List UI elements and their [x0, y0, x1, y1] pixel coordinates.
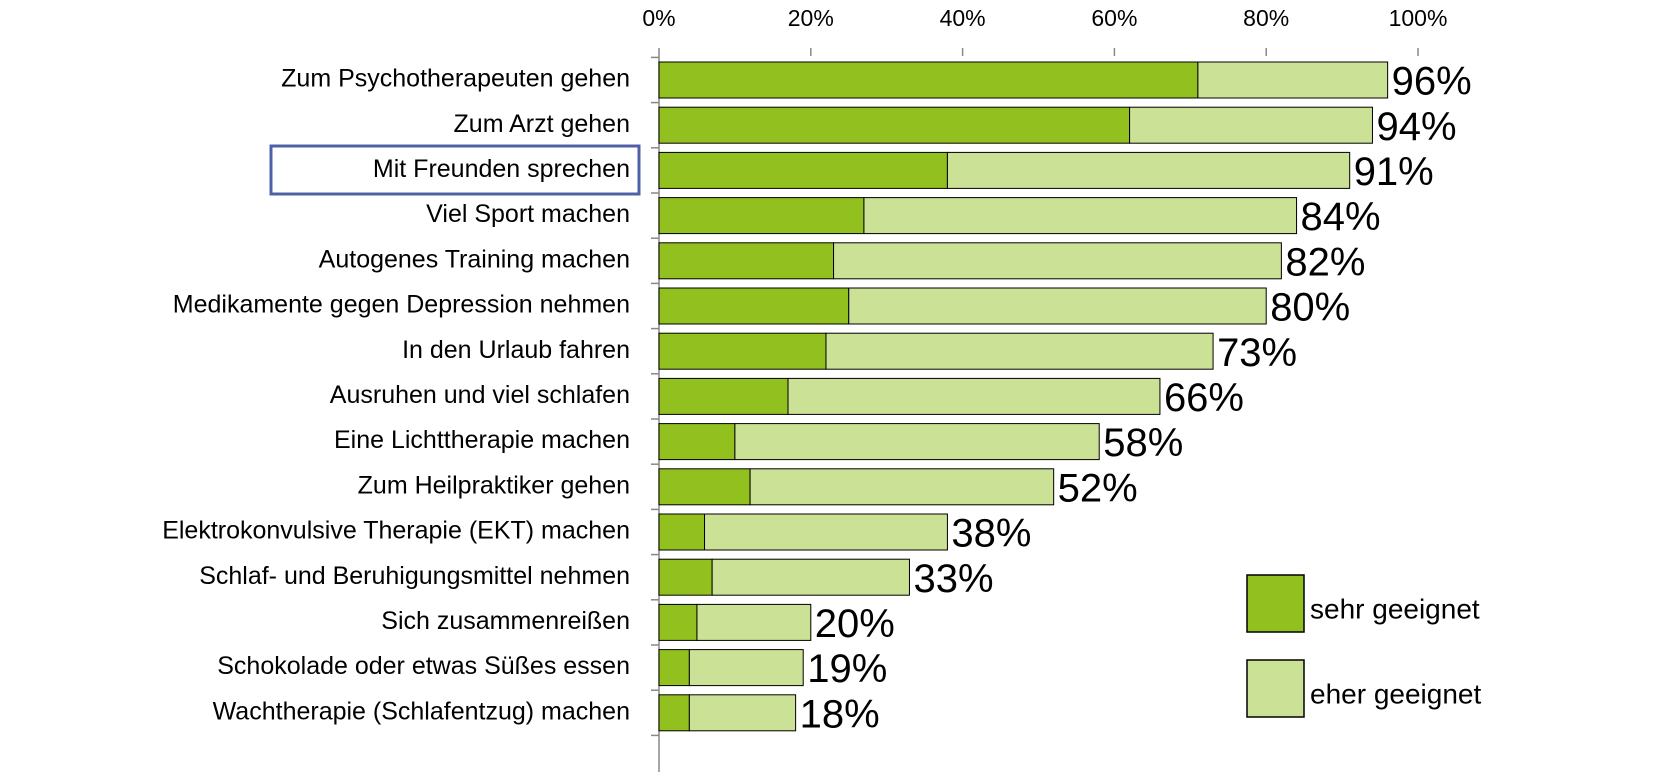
category-label: Viel Sport machen: [426, 200, 630, 228]
total-label: 20%: [815, 602, 895, 646]
bar-segment: [658, 377, 789, 415]
bar-segment: [688, 694, 797, 732]
bar-segment: [749, 468, 1055, 506]
total-label: 66%: [1164, 376, 1244, 420]
legend-swatch: [1246, 574, 1305, 633]
x-tick-label: 60%: [1091, 5, 1137, 31]
x-tick-label: 100%: [1389, 5, 1448, 31]
x-tick-label: 80%: [1243, 5, 1289, 31]
bar-segment: [658, 423, 736, 461]
bar-segment: [787, 377, 1161, 415]
bar-segment: [833, 242, 1282, 280]
total-label: 80%: [1270, 286, 1350, 330]
total-label: 38%: [951, 512, 1031, 556]
bar-segment: [946, 151, 1351, 189]
total-label: 18%: [800, 692, 880, 736]
bar-segment: [825, 332, 1214, 370]
total-label: 84%: [1301, 195, 1381, 239]
bar-segment: [658, 332, 827, 370]
bar-segment: [696, 603, 812, 641]
category-label: Elektrokonvulsive Therapie (EKT) machen: [162, 517, 630, 545]
total-label: 91%: [1354, 150, 1434, 194]
total-label: 73%: [1217, 331, 1297, 375]
bar-segment: [734, 423, 1100, 461]
category-label: Medikamente gegen Depression nehmen: [173, 291, 630, 319]
bar-segment: [658, 468, 751, 506]
bar-segment: [658, 558, 713, 596]
category-label: In den Urlaub fahren: [402, 336, 630, 364]
bar-segment: [658, 649, 690, 687]
bar-segment: [848, 287, 1267, 325]
bar-segment: [658, 694, 690, 732]
total-label: 96%: [1392, 60, 1472, 104]
category-label: Zum Psychotherapeuten gehen: [281, 65, 630, 93]
category-label: Autogenes Training machen: [319, 245, 630, 273]
bar-segment: [688, 649, 804, 687]
category-label: Zum Heilpraktiker gehen: [358, 471, 630, 499]
bar-segment: [658, 151, 948, 189]
total-label: 19%: [807, 647, 887, 691]
category-label: Sich zusammenreißen: [381, 607, 630, 635]
bar-segment: [658, 106, 1131, 144]
bar-segment: [658, 197, 865, 235]
category-label: Wachtherapie (Schlafentzug) machen: [213, 697, 630, 725]
x-tick-label: 20%: [788, 5, 834, 31]
bar-segment: [658, 513, 706, 551]
category-label: Schokolade oder etwas Süßes essen: [217, 652, 630, 680]
bar-segment: [704, 513, 948, 551]
bar-segment: [658, 603, 698, 641]
bar-segment: [658, 242, 835, 280]
bar-segment: [1129, 106, 1373, 144]
category-label: Ausruhen und viel schlafen: [330, 381, 630, 409]
total-label: 58%: [1103, 421, 1183, 465]
category-label: Zum Arzt gehen: [454, 110, 630, 138]
bar-segment: [711, 558, 910, 596]
total-label: 82%: [1285, 240, 1365, 284]
bar-segment: [863, 197, 1298, 235]
category-label: Schlaf- und Beruhigungsmittel nehmen: [199, 562, 630, 590]
legend-label: sehr geeignet: [1310, 593, 1480, 624]
category-label: Mit Freunden sprechen: [373, 155, 630, 183]
bar-segment: [658, 61, 1199, 99]
x-tick-label: 40%: [940, 5, 986, 31]
bar-segment: [1197, 61, 1389, 99]
highlight-box: [269, 144, 641, 196]
category-label: Eine Lichttherapie machen: [334, 426, 630, 454]
legend-swatch: [1246, 659, 1305, 718]
bar-segment: [658, 287, 850, 325]
total-label: 33%: [913, 557, 993, 601]
legend-label: eher geeignet: [1310, 678, 1481, 709]
x-tick-label: 0%: [642, 5, 675, 31]
total-label: 52%: [1058, 466, 1138, 510]
total-label: 94%: [1376, 105, 1456, 149]
